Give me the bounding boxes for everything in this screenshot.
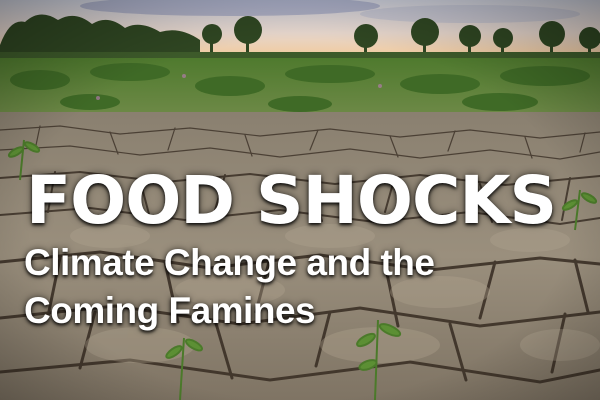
subtitle-line-1: Climate Change and the xyxy=(24,242,435,283)
subtitle-line-2: Coming Famines xyxy=(24,290,316,331)
headline-title: FOOD SHOCKS xyxy=(26,162,557,239)
